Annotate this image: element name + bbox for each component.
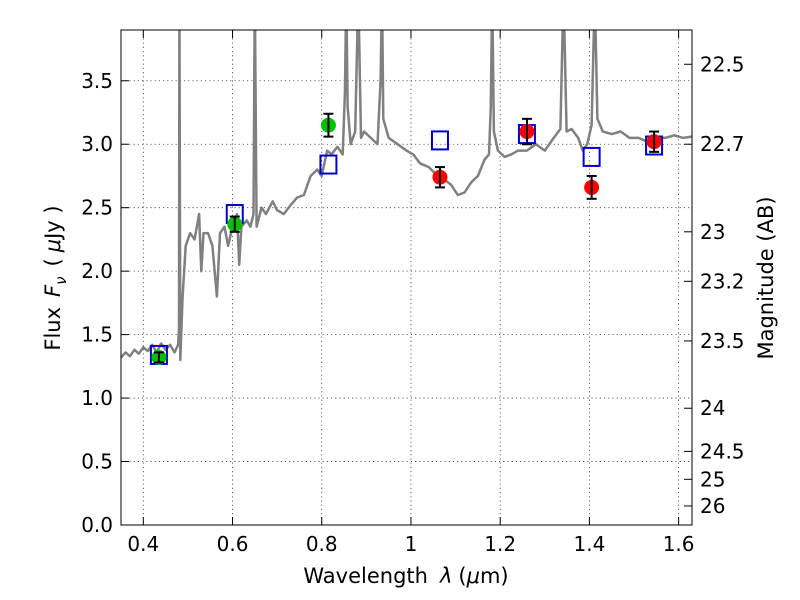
magnitude-tick-label: 25 — [700, 467, 725, 491]
magnitude-tick-label: 23 — [700, 220, 725, 244]
model-photometry-square — [582, 146, 601, 167]
y-tick-label: 1.5 — [81, 323, 113, 347]
x-tick-label: 1.6 — [663, 532, 695, 556]
x-tick-label: 1.4 — [573, 532, 605, 556]
magnitude-tick-label: 24.5 — [700, 439, 745, 463]
x-tick-label: 0.6 — [217, 532, 249, 556]
y-tick-label: 3.0 — [81, 132, 113, 156]
model-spectrum-line — [121, 30, 692, 362]
magnitude-tick-label: 22.7 — [700, 132, 745, 156]
x-tick-label: 0.8 — [306, 532, 338, 556]
y-tick-label: 0.5 — [81, 450, 113, 474]
x-tick-label: 0.4 — [127, 532, 159, 556]
ticks — [121, 30, 692, 526]
y-tick-label: 1.0 — [81, 386, 113, 410]
plot-frame — [120, 29, 693, 526]
magnitude-tick-label: 23.2 — [700, 269, 745, 293]
y-axis-title: FluxFν(μJy ) — [41, 205, 70, 350]
magnitude-tick-label: 22.5 — [700, 52, 745, 76]
x-axis-title: Wavelength λ (μm) — [303, 564, 508, 588]
model-photometry-square — [430, 130, 449, 151]
grid — [121, 30, 692, 526]
tick-labels: 0.4 0.6 0.8 1 1.2 1.4 1.6 0.0 0.5 1.0 1.5 2.0 2.5 3.0… — [81, 52, 744, 556]
y-tick-label: 3.5 — [81, 69, 113, 93]
x-tick-label: 1 — [405, 532, 418, 556]
markers — [149, 112, 664, 365]
magnitude-tick-label: 23.5 — [700, 329, 745, 353]
y-tick-label: 2.0 — [81, 259, 113, 283]
magnitude-axis-title: Magnitude (AB) — [754, 196, 778, 359]
magnitude-tick-label: 26 — [700, 494, 725, 518]
plot-area — [121, 30, 692, 365]
y-tick-label: 2.5 — [81, 196, 113, 220]
model-photometry-square — [319, 154, 338, 175]
y-tick-label: 0.0 — [81, 513, 113, 537]
magnitude-tick-label: 24 — [700, 396, 725, 420]
x-tick-label: 1.2 — [484, 532, 516, 556]
